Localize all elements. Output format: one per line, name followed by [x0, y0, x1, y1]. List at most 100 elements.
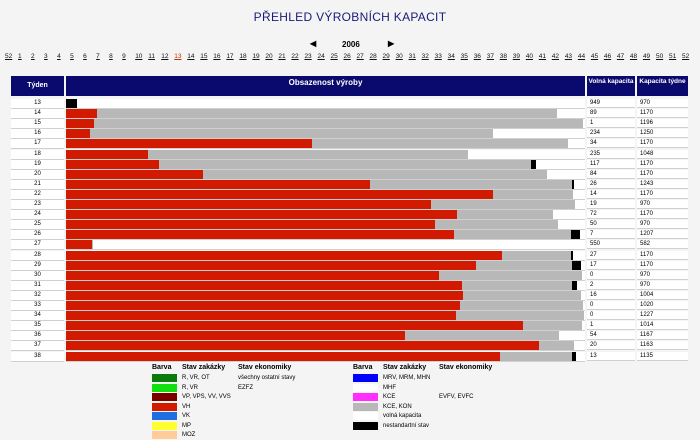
legend-state: MHF [383, 384, 396, 391]
week-link-52[interactable]: 52 [5, 53, 13, 60]
occupied-segment [66, 159, 159, 169]
week-link-23[interactable]: 23 [304, 53, 312, 60]
occupied-segment [66, 321, 524, 331]
legend-header: Barva [353, 364, 373, 371]
kce-kon-segment [493, 189, 574, 199]
kce-kon-segment [501, 250, 571, 260]
week-cell: 13 [11, 99, 64, 109]
header-free-capacity: Volná kapacita [587, 76, 635, 96]
next-year-arrow-icon[interactable]: ▶ [388, 39, 395, 48]
occupancy-bar [66, 220, 585, 231]
kce-kon-segment [312, 139, 569, 149]
free-capacity-cell: 19 [587, 200, 635, 209]
week-link-16[interactable]: 16 [213, 53, 221, 60]
week-link-50[interactable]: 50 [655, 53, 664, 60]
week-link-25[interactable]: 25 [330, 53, 338, 60]
occupied-segment [66, 260, 476, 270]
week-link-34[interactable]: 34 [447, 53, 455, 60]
week-link-21[interactable]: 21 [278, 53, 286, 60]
week-link-20[interactable]: 20 [265, 53, 273, 60]
occupied-segment [66, 179, 371, 189]
legend-state: KCE, KON [383, 403, 412, 410]
week-link-27[interactable]: 27 [356, 53, 364, 60]
occupied-segment [66, 200, 432, 209]
week-link-51[interactable]: 51 [668, 53, 677, 60]
week-link-11[interactable]: 11 [148, 53, 155, 60]
week-link-39[interactable]: 39 [512, 53, 520, 60]
legend-item: VK [152, 412, 332, 421]
week-link-49[interactable]: 49 [642, 53, 651, 60]
week-link-22[interactable]: 22 [291, 53, 299, 60]
week-link-47[interactable]: 47 [616, 53, 625, 60]
table-row: 16 234 1250 [11, 129, 688, 140]
week-link-40[interactable]: 40 [525, 53, 533, 60]
week-link-28[interactable]: 28 [369, 53, 377, 60]
week-link-38[interactable]: 38 [499, 53, 507, 60]
week-capacity-cell: 1170 [637, 189, 688, 199]
legend-swatch [353, 393, 378, 401]
table-row: 25 50 970 [11, 220, 688, 231]
week-link-2[interactable]: 2 [31, 53, 35, 60]
week-link-14[interactable]: 14 [187, 53, 195, 60]
week-link-43[interactable]: 43 [564, 53, 573, 60]
week-link-4[interactable]: 4 [57, 53, 61, 60]
week-link-46[interactable]: 46 [603, 53, 612, 60]
legend-state: nestandartní stav [383, 422, 430, 429]
legend-state: KCE [383, 394, 396, 400]
legend-state: VH [182, 403, 191, 410]
week-cell: 20 [11, 169, 64, 180]
week-link-32[interactable]: 32 [421, 53, 429, 60]
week-link-18[interactable]: 18 [239, 53, 247, 60]
week-link-15[interactable]: 15 [200, 53, 208, 60]
nonstandard-segment [572, 351, 577, 361]
week-link-6[interactable]: 6 [83, 53, 87, 60]
week-link-1[interactable]: 1 [18, 53, 22, 60]
week-capacity-cell: 1243 [637, 179, 688, 189]
table-row: 19 117 1170 [11, 159, 688, 170]
table-row: 38 13 1135 [11, 351, 688, 362]
week-link-10[interactable]: 10 [135, 53, 143, 60]
week-link-41[interactable]: 41 [538, 53, 547, 60]
week-links: 52 1 2 3 4 5 6 7 8 9 10 11 12 13 14 15 16 17 18 19 20 21 22 23 2… [5, 53, 698, 65]
week-link-48[interactable]: 48 [629, 53, 638, 60]
week-cell: 17 [11, 139, 64, 150]
week-link-7[interactable]: 7 [96, 53, 100, 60]
week-link-31[interactable]: 31 [408, 53, 416, 60]
week-link-8[interactable]: 8 [109, 53, 113, 60]
week-link-42[interactable]: 42 [551, 53, 560, 60]
week-link-3[interactable]: 3 [44, 53, 48, 60]
week-link-5[interactable]: 5 [70, 53, 74, 60]
week-cell: 27 [11, 240, 64, 251]
week-link-26[interactable]: 26 [343, 53, 351, 60]
legend-swatch [152, 374, 177, 382]
week-link-29[interactable]: 29 [382, 53, 390, 60]
occupied-segment [66, 250, 502, 260]
week-link-24[interactable]: 24 [317, 53, 325, 60]
legend-item: VH [152, 402, 332, 412]
week-link-33[interactable]: 33 [434, 53, 442, 60]
legend-state: volná kapacita [383, 413, 422, 419]
week-capacity-cell: 1170 [637, 250, 688, 260]
occupancy-bar [66, 270, 585, 281]
legend-item: MHF [353, 383, 533, 393]
week-link-19[interactable]: 19 [252, 53, 260, 60]
kce-kon-segment [404, 331, 560, 341]
week-link-36[interactable]: 36 [473, 53, 481, 60]
kce-kon-segment [459, 301, 584, 310]
free-capacity-cell: 27 [587, 250, 635, 260]
week-link-44[interactable]: 44 [577, 53, 586, 60]
kce-kon-segment [91, 240, 94, 250]
occupancy-bar [66, 341, 585, 352]
week-link-35[interactable]: 35 [460, 53, 468, 60]
prev-year-arrow-icon[interactable]: ◀ [310, 39, 317, 48]
week-link-12[interactable]: 12 [161, 53, 169, 60]
week-link-13[interactable]: 13 [174, 53, 182, 60]
week-link-37[interactable]: 37 [486, 53, 494, 60]
occupied-segment [66, 280, 462, 290]
week-link-52[interactable]: 52 [682, 53, 690, 60]
week-link-45[interactable]: 45 [590, 53, 599, 60]
week-link-30[interactable]: 30 [395, 53, 403, 60]
occupancy-bar [66, 321, 585, 332]
week-link-17[interactable]: 17 [226, 53, 234, 60]
week-link-9[interactable]: 9 [122, 53, 126, 60]
